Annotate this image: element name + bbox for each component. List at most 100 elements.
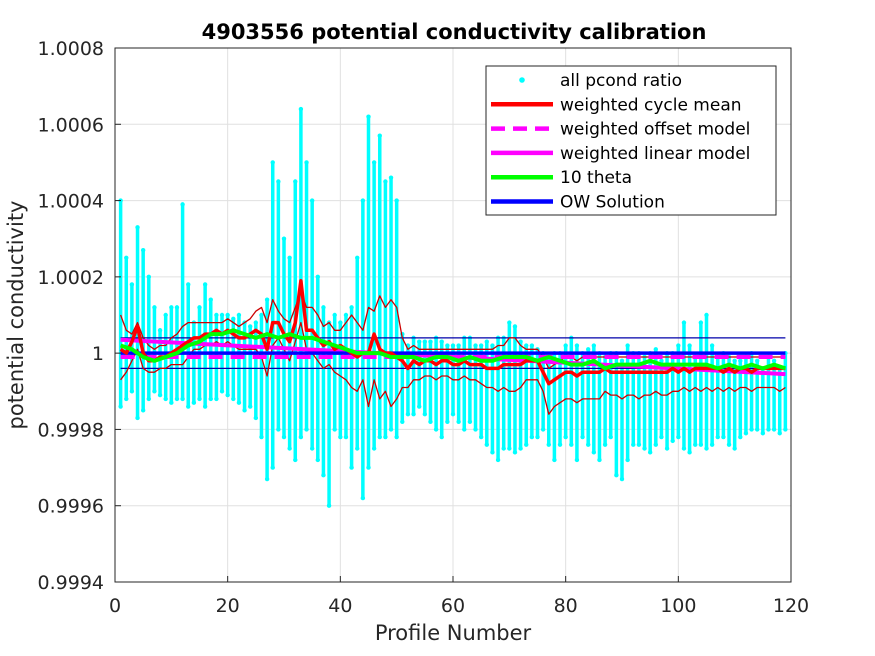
scatter-point	[625, 457, 630, 463]
scatter-point	[569, 442, 574, 447]
scatter-point	[157, 328, 163, 333]
scatter-point	[180, 202, 185, 207]
scatter-point	[631, 442, 636, 447]
scatter-point	[174, 396, 180, 402]
scatter-point	[518, 339, 523, 344]
scatter-point	[253, 415, 259, 421]
scatter-point	[529, 343, 535, 348]
scatter-point	[726, 442, 732, 447]
scatter-point	[259, 312, 264, 318]
scatter-point	[597, 457, 602, 463]
scatter-point	[524, 442, 529, 447]
scatter-point	[760, 431, 766, 436]
scatter-point	[270, 465, 275, 470]
scatter-point	[219, 389, 225, 394]
scatter-point	[676, 343, 681, 348]
y-axis-label: potential conductivity	[4, 201, 28, 430]
scatter-point	[214, 312, 219, 318]
scatter-point	[248, 324, 253, 329]
scatter-point	[512, 324, 518, 329]
scatter-point	[676, 434, 681, 440]
scatter-point	[563, 343, 568, 348]
scatter-point	[518, 446, 523, 451]
y-tick-label: 1.0002	[38, 267, 104, 289]
scatter-point	[732, 446, 737, 451]
scatter-point	[771, 358, 777, 363]
scatter-point	[743, 431, 749, 436]
scatter-point	[687, 450, 692, 455]
scatter-point	[670, 438, 675, 444]
scatter-point	[360, 198, 366, 203]
x-tick-label: 120	[773, 595, 809, 617]
scatter-point	[563, 434, 568, 440]
scatter-point	[169, 305, 174, 310]
scatter-point	[140, 247, 146, 253]
scatter-point	[411, 411, 416, 417]
scatter-point	[738, 358, 743, 363]
scatter-point	[602, 442, 608, 447]
scatter-point	[315, 457, 320, 463]
scatter-point	[394, 434, 399, 440]
x-tick-label: 40	[328, 595, 352, 617]
scatter-point	[749, 427, 754, 432]
scatter-point	[287, 446, 292, 451]
scatter-point	[456, 343, 461, 348]
y-tick-label: 1	[92, 343, 104, 365]
scatter-point	[540, 427, 546, 432]
x-axis-ticks: 0 20 40 60 80 100 120	[109, 576, 809, 617]
scatter-point	[422, 411, 428, 417]
scatter-point	[264, 476, 270, 482]
scatter-point	[473, 427, 478, 432]
scatter-point	[535, 434, 540, 440]
scatter-point	[349, 305, 354, 310]
scatter-point	[614, 473, 619, 478]
scatter-point	[608, 434, 613, 440]
scatter-point	[146, 274, 151, 280]
legend-label: weighted linear model	[560, 144, 750, 164]
scatter-point	[135, 415, 140, 421]
scatter-point	[298, 434, 304, 440]
scatter-point	[704, 312, 709, 318]
scatter-point	[687, 343, 692, 348]
scatter-point	[777, 431, 782, 436]
scatter-point	[140, 408, 146, 413]
scatter-point	[253, 320, 259, 325]
x-tick-label: 100	[660, 595, 696, 617]
scatter-point	[129, 389, 135, 394]
scatter-point	[377, 434, 382, 440]
scatter-point	[276, 427, 281, 432]
y-tick-label: 1.0004	[38, 191, 104, 213]
scatter-point	[546, 442, 551, 447]
scatter-point	[360, 495, 366, 501]
scatter-point	[478, 434, 484, 440]
scatter-point	[642, 446, 647, 451]
scatter-point	[462, 427, 467, 432]
scatter-point	[124, 396, 129, 402]
scatter-point	[400, 419, 405, 424]
scatter-point	[647, 450, 653, 455]
scatter-point	[715, 434, 720, 440]
legend-label: weighted cycle mean	[560, 95, 742, 115]
scatter-point	[580, 434, 585, 440]
scatter-point	[270, 160, 275, 165]
scatter-point	[439, 339, 444, 344]
scatter-point	[225, 312, 230, 318]
scatter-layer	[118, 106, 788, 508]
scatter-point	[681, 320, 687, 325]
scatter-point	[433, 427, 439, 432]
scatter-point	[709, 343, 715, 348]
scatter-point	[309, 446, 315, 451]
scatter-point	[693, 442, 698, 447]
scatter-point	[698, 320, 704, 325]
scatter-point	[388, 175, 394, 180]
scatter-point	[771, 427, 777, 432]
scatter-point	[326, 503, 332, 508]
scatter-point	[208, 297, 213, 302]
scatter-point	[529, 434, 535, 440]
scatter-point	[355, 446, 360, 451]
scatter-point	[259, 434, 264, 440]
scatter-point	[709, 442, 715, 447]
scatter-point	[653, 442, 658, 447]
scatter-point	[371, 160, 377, 165]
scatter-point	[174, 305, 180, 310]
